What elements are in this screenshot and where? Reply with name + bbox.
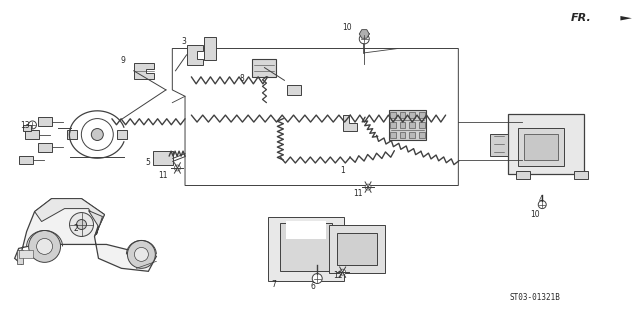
Bar bbox=[17, 251, 23, 264]
Circle shape bbox=[36, 238, 53, 254]
Text: 10: 10 bbox=[530, 210, 540, 219]
Bar bbox=[410, 122, 415, 128]
Polygon shape bbox=[204, 36, 217, 60]
Bar bbox=[399, 132, 406, 138]
Polygon shape bbox=[89, 211, 103, 235]
Circle shape bbox=[91, 129, 103, 140]
Text: 1: 1 bbox=[340, 166, 345, 175]
Text: 6: 6 bbox=[311, 282, 316, 291]
Bar bbox=[19, 156, 33, 164]
Bar bbox=[399, 112, 406, 118]
Polygon shape bbox=[359, 30, 369, 38]
Polygon shape bbox=[620, 16, 632, 20]
Circle shape bbox=[538, 201, 546, 209]
Bar bbox=[508, 114, 584, 174]
Circle shape bbox=[29, 121, 36, 129]
Polygon shape bbox=[134, 63, 154, 79]
Bar bbox=[574, 171, 588, 179]
Bar bbox=[389, 132, 396, 138]
Bar bbox=[490, 134, 508, 156]
Bar bbox=[18, 251, 32, 258]
Circle shape bbox=[175, 165, 180, 171]
Bar bbox=[117, 130, 127, 140]
Text: 10: 10 bbox=[342, 23, 352, 32]
Circle shape bbox=[127, 240, 155, 268]
Bar bbox=[286, 221, 326, 239]
Polygon shape bbox=[34, 199, 104, 236]
Bar bbox=[516, 171, 530, 179]
Bar bbox=[280, 223, 332, 271]
Polygon shape bbox=[343, 115, 357, 131]
Bar bbox=[38, 143, 52, 152]
Bar bbox=[524, 134, 558, 160]
Text: 11: 11 bbox=[353, 189, 362, 198]
Text: 4: 4 bbox=[538, 195, 543, 204]
Text: FR.: FR. bbox=[571, 13, 592, 23]
Bar bbox=[25, 130, 39, 139]
Bar bbox=[419, 122, 426, 128]
Circle shape bbox=[76, 220, 87, 229]
Text: 12: 12 bbox=[333, 271, 342, 280]
Bar bbox=[389, 110, 426, 140]
Bar bbox=[399, 122, 406, 128]
Bar bbox=[153, 151, 173, 165]
Text: 13: 13 bbox=[20, 121, 30, 130]
Polygon shape bbox=[15, 199, 156, 271]
Bar bbox=[410, 132, 415, 138]
Bar bbox=[337, 233, 376, 265]
Text: 2: 2 bbox=[73, 224, 78, 233]
Text: 11: 11 bbox=[158, 171, 168, 180]
Bar bbox=[329, 225, 385, 273]
Circle shape bbox=[82, 119, 113, 150]
Bar bbox=[389, 112, 396, 118]
Bar bbox=[38, 117, 52, 126]
Bar bbox=[410, 112, 415, 118]
Bar bbox=[252, 59, 276, 76]
Circle shape bbox=[340, 269, 346, 275]
Circle shape bbox=[312, 274, 322, 284]
Text: 7: 7 bbox=[271, 280, 276, 289]
Text: 5: 5 bbox=[146, 158, 150, 167]
Circle shape bbox=[134, 247, 148, 261]
Bar bbox=[419, 112, 426, 118]
Circle shape bbox=[359, 34, 369, 44]
Polygon shape bbox=[187, 45, 203, 65]
Text: ST03-01321B: ST03-01321B bbox=[509, 293, 560, 302]
Bar bbox=[389, 122, 396, 128]
Bar bbox=[287, 85, 301, 95]
Bar bbox=[67, 130, 77, 140]
Circle shape bbox=[365, 184, 371, 190]
Circle shape bbox=[29, 230, 61, 262]
Text: 9: 9 bbox=[120, 56, 125, 65]
Text: 8: 8 bbox=[240, 74, 245, 83]
Circle shape bbox=[69, 212, 94, 236]
Text: 3: 3 bbox=[182, 37, 186, 46]
Bar bbox=[518, 128, 564, 166]
Bar bbox=[268, 217, 344, 281]
Bar bbox=[24, 125, 31, 131]
Bar bbox=[419, 132, 426, 138]
